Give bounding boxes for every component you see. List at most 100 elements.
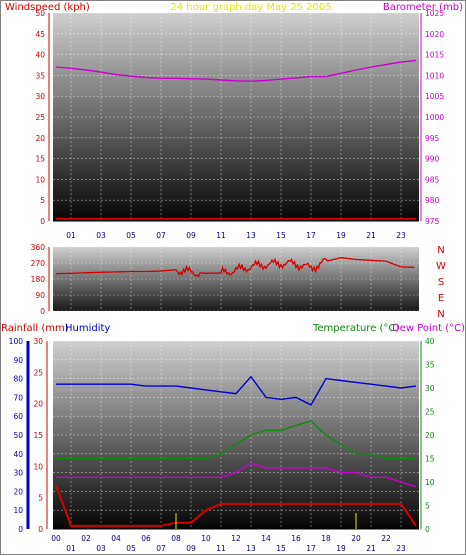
direction-tick-label: 270 — [31, 259, 46, 268]
barometer-axis-label: Barometer (mb) — [383, 2, 463, 13]
humidity-tick-label: 40 — [13, 450, 23, 459]
barometer-tick-label: 1025 — [425, 9, 444, 18]
barometer-tick-label: 980 — [425, 196, 440, 205]
compass-label: S — [438, 277, 444, 288]
temperature-tick-label: 10 — [425, 478, 435, 487]
x-tick-label-minor: 16 — [291, 534, 301, 543]
x-tick-label: 13 — [246, 231, 256, 240]
windspeed-tick-label: 35 — [35, 71, 45, 80]
rainfall-tick-label: 15 — [33, 431, 43, 440]
compass-label: N — [437, 245, 444, 256]
windspeed-tick-label: 40 — [35, 51, 45, 60]
x-tick-label-minor: 02 — [81, 534, 91, 543]
temperature-tick-label: 25 — [425, 408, 435, 417]
x-tick-label: 21 — [366, 231, 376, 240]
compass-label: N — [437, 309, 444, 320]
x-tick-label: 09 — [186, 231, 196, 240]
windspeed-tick-label: 15 — [35, 155, 45, 164]
dewpoint-line — [56, 462, 417, 488]
humidity-axis-label: Humidity — [65, 323, 110, 334]
compass-label: E — [438, 293, 444, 304]
windspeed-tick-label: 50 — [35, 9, 45, 18]
humidity-tick-label: 20 — [13, 487, 23, 496]
windspeed-tick-label: 5 — [40, 196, 45, 205]
rainfall-tick-label: 25 — [33, 368, 43, 377]
barometer-tick-label: 1000 — [425, 113, 444, 122]
temperature-tick-label: 5 — [425, 502, 430, 511]
direction-tick-label: 360 — [31, 243, 46, 252]
x-tick-label: 19 — [336, 231, 346, 240]
temperature-axis-label: Temperature (°C) — [312, 323, 399, 334]
rainfall-tick-label: 20 — [33, 400, 43, 409]
barometer-tick-label: 1020 — [425, 30, 444, 39]
x-tick-label: 03 — [96, 231, 106, 240]
x-tick-label: 15 — [276, 544, 286, 553]
barometer-tick-label: 1005 — [425, 92, 444, 101]
temperature-tick-label: 35 — [425, 361, 435, 370]
barometer-tick-label: 990 — [425, 155, 440, 164]
x-tick-label: 01 — [66, 544, 76, 553]
x-tick-label: 07 — [156, 231, 166, 240]
x-tick-label: 05 — [126, 231, 136, 240]
wind-baro-panel: 01 03 05 07 09 11 13 15 17 19 21 230510152025303540… — [35, 9, 444, 240]
x-tick-label: 05 — [126, 544, 136, 553]
humidity-tick-label: 0 — [18, 525, 23, 534]
rainfall-tick-label: 5 — [38, 494, 43, 503]
plot-area-background — [53, 341, 419, 529]
barometer-tick-label: 975 — [425, 217, 440, 226]
windspeed-tick-label: 30 — [35, 92, 45, 101]
windspeed-tick-label: 0 — [40, 217, 45, 226]
barometer-tick-label: 995 — [425, 134, 440, 143]
x-tick-label: 21 — [366, 544, 376, 553]
x-tick-label: 07 — [156, 544, 166, 553]
humidity-tick-label: 10 — [13, 506, 23, 515]
x-tick-label-minor: 06 — [141, 534, 151, 543]
temperature-tick-label: 40 — [425, 337, 435, 346]
x-tick-label: 23 — [396, 231, 406, 240]
windspeed-tick-label: 25 — [35, 113, 45, 122]
humidity-tick-label: 30 — [13, 469, 23, 478]
humidity-tick-label: 60 — [13, 412, 23, 421]
humidity-tick-label: 90 — [13, 356, 23, 365]
x-tick-label-minor: 20 — [351, 534, 361, 543]
humidity-tick-label: 100 — [9, 337, 24, 346]
direction-tick-label: 180 — [31, 275, 46, 284]
x-tick-label: 01 — [66, 231, 76, 240]
x-tick-label-minor: 04 — [111, 534, 121, 543]
x-tick-label-minor: 08 — [171, 534, 181, 543]
x-tick-label-minor: 18 — [321, 534, 331, 543]
windspeed-tick-label: 20 — [35, 134, 45, 143]
x-tick-label-minor: 12 — [231, 534, 241, 543]
direction-tick-label: 90 — [35, 291, 45, 300]
x-tick-label: 19 — [336, 544, 346, 553]
temperature-tick-label: 30 — [425, 384, 435, 393]
barometer-tick-label: 1010 — [425, 71, 444, 80]
x-tick-label: 15 — [276, 231, 286, 240]
x-tick-label: 23 — [396, 544, 406, 553]
barometer-tick-label: 1015 — [425, 51, 444, 60]
humidity-line — [56, 375, 417, 406]
windspeed-axis-label: Windspeed (kph) — [5, 2, 90, 13]
x-tick-label: 03 — [96, 544, 106, 553]
x-tick-label: 17 — [306, 231, 316, 240]
x-tick-label: 11 — [216, 231, 226, 240]
rainfall-tick-label: 30 — [33, 337, 43, 346]
x-tick-label: 09 — [186, 544, 196, 553]
x-tick-label-minor: 10 — [201, 534, 211, 543]
x-tick-label-minor: 14 — [261, 534, 271, 543]
dewpoint-axis-label: Dew Point (°C) — [392, 323, 465, 334]
wind-direction-line — [55, 257, 415, 278]
windspeed-tick-label: 10 — [35, 175, 45, 184]
x-tick-label-minor: 00 — [51, 534, 61, 543]
temperature-tick-label: 15 — [425, 455, 435, 464]
plot-area-background — [53, 13, 419, 221]
x-tick-label: 11 — [216, 544, 226, 553]
plot-area-background — [53, 247, 419, 311]
humidity-tick-label: 50 — [13, 431, 23, 440]
temperature-tick-label: 0 — [425, 525, 430, 534]
temperature-tick-label: 20 — [425, 431, 435, 440]
x-tick-label: 17 — [306, 544, 316, 553]
